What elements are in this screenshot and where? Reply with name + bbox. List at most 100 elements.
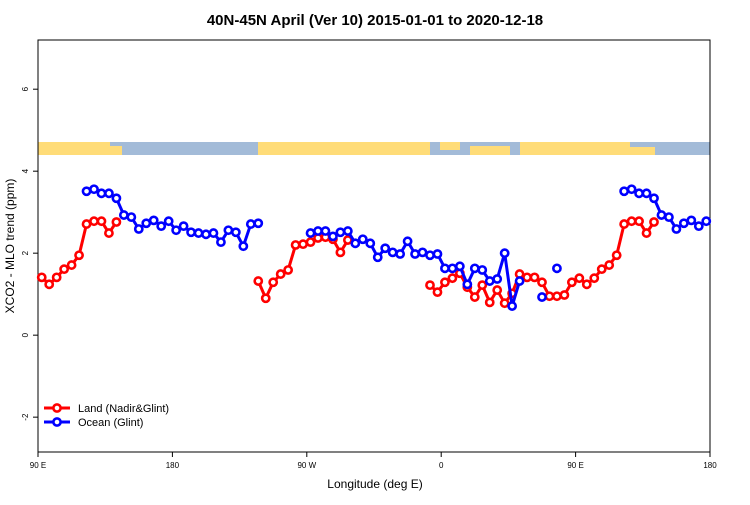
point xyxy=(260,293,271,304)
point xyxy=(440,277,450,288)
point xyxy=(216,237,226,248)
point xyxy=(492,285,503,295)
point xyxy=(492,274,503,284)
point xyxy=(581,279,592,290)
point xyxy=(440,263,450,274)
point xyxy=(298,239,308,250)
point xyxy=(342,226,353,236)
x-tick-label: 90 E xyxy=(30,461,46,470)
point xyxy=(66,260,77,270)
land-band xyxy=(630,147,655,155)
point xyxy=(104,188,114,199)
x-tick-label: 180 xyxy=(703,461,717,470)
point xyxy=(664,212,674,222)
point xyxy=(59,264,70,275)
point xyxy=(432,249,443,259)
point xyxy=(163,216,174,227)
point xyxy=(380,243,391,254)
point xyxy=(253,276,264,286)
point xyxy=(133,224,144,234)
point xyxy=(477,280,488,291)
y-tick-label: 6 xyxy=(21,86,30,91)
point xyxy=(484,276,495,286)
y-tick-label: 2 xyxy=(21,250,30,255)
point xyxy=(686,215,697,226)
point xyxy=(589,273,600,284)
chart-title: 40N-45N April (Ver 10) 2015-01-01 to 202… xyxy=(207,12,543,29)
y-tick-label: -2 xyxy=(21,413,30,421)
x-tick-label: 180 xyxy=(166,461,180,470)
point xyxy=(372,252,383,263)
point xyxy=(118,210,129,220)
point xyxy=(619,219,630,229)
land-band xyxy=(110,146,122,155)
x-axis-title: Longitude (deg E) xyxy=(327,477,422,491)
y-tick-label: 4 xyxy=(21,168,30,173)
point xyxy=(283,265,294,275)
point xyxy=(89,216,99,227)
point xyxy=(693,221,704,232)
legend-marker xyxy=(52,403,62,413)
point xyxy=(649,193,659,204)
point xyxy=(641,188,652,199)
point xyxy=(305,228,316,238)
point xyxy=(469,263,480,274)
point xyxy=(477,265,488,275)
point xyxy=(328,231,338,242)
land-band xyxy=(440,142,460,150)
point xyxy=(193,228,204,238)
point xyxy=(425,250,435,261)
point xyxy=(201,229,211,240)
point xyxy=(156,221,167,232)
point xyxy=(253,218,264,229)
point xyxy=(417,247,428,258)
point xyxy=(305,237,316,248)
point xyxy=(342,235,353,245)
point xyxy=(365,238,376,249)
point xyxy=(81,186,92,197)
land-ocean-strip xyxy=(38,142,710,155)
point xyxy=(499,248,510,259)
point xyxy=(484,297,495,308)
point xyxy=(111,193,122,204)
point xyxy=(499,298,510,309)
point xyxy=(537,277,547,288)
point xyxy=(126,212,137,222)
point xyxy=(104,228,114,238)
legend-marker xyxy=(52,417,62,427)
land-band xyxy=(38,142,110,155)
point xyxy=(275,269,286,279)
point xyxy=(350,238,361,249)
point xyxy=(671,224,682,234)
point xyxy=(678,218,689,229)
y-axis-title: XCO2 - MLO trend (ppm) xyxy=(3,179,17,314)
point xyxy=(566,277,577,288)
point xyxy=(552,263,562,274)
point xyxy=(89,184,99,195)
point xyxy=(51,272,62,283)
point xyxy=(604,260,615,270)
point xyxy=(425,280,435,291)
point xyxy=(574,273,585,284)
x-tick-label: 0 xyxy=(439,461,444,470)
point xyxy=(641,228,652,238)
point xyxy=(141,218,152,229)
point xyxy=(395,249,406,259)
point xyxy=(387,247,398,258)
y-tick-label: 0 xyxy=(21,332,30,337)
point xyxy=(186,227,196,238)
plot-frame xyxy=(37,39,711,453)
point xyxy=(81,219,92,229)
point xyxy=(656,210,667,220)
point xyxy=(223,225,234,236)
point xyxy=(634,188,644,199)
point xyxy=(111,217,122,227)
point xyxy=(208,228,219,238)
point xyxy=(335,247,346,258)
point xyxy=(432,287,443,298)
point xyxy=(230,227,241,238)
point xyxy=(268,277,279,288)
point xyxy=(335,227,346,238)
point xyxy=(552,291,562,302)
